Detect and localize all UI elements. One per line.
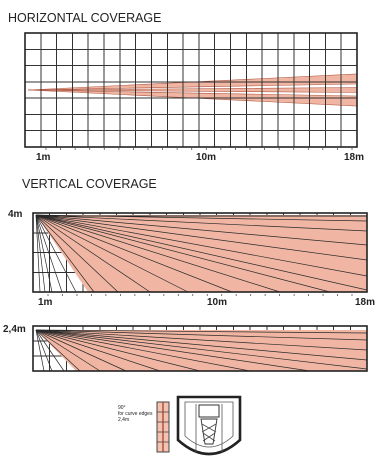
vertical-zone-ray (35, 214, 95, 293)
mounting-legend: 90° for curve edges 2,4m (118, 401, 170, 453)
vertical-height-label-2-4m: 2,4m (3, 324, 26, 335)
vertical-zone-ray (35, 214, 368, 232)
sensor-top-view-icon (176, 395, 242, 456)
vertical-zone-ray (35, 214, 368, 291)
vertical-zone-ray (35, 329, 368, 334)
vertical-zone-ray (35, 329, 127, 372)
vertical-zone-ray (35, 214, 53, 293)
vertical-zone-ray (35, 214, 233, 293)
horizontal-distance-ticks (45, 148, 353, 150)
vertical-zone-ray (35, 214, 77, 293)
vertical-zone-ray (35, 329, 368, 361)
vertical-zone-ray (35, 214, 41, 293)
vertical-zone-ray (35, 329, 368, 351)
vertical-detection-zones-bottom (35, 329, 368, 372)
vertical-zone-ray (35, 214, 189, 293)
horizontal-grid (25, 33, 357, 147)
vertical-zone-ray (35, 329, 101, 372)
vertical-zone-ray (35, 214, 368, 261)
vertical-zone-ray (35, 214, 281, 293)
vertical-zone-ray (35, 329, 53, 372)
vertical-zone-ray (35, 329, 45, 372)
horizontal-detection-zones (27, 73, 358, 107)
vertical-zone-ray (35, 214, 368, 246)
vertical-zone-ray (35, 329, 81, 372)
vertical-label-1m: 1m (38, 297, 53, 308)
vertical-label-10m: 10m (207, 297, 227, 308)
vertical-zone-ray (35, 214, 119, 293)
horizontal-coverage-title: HORIZONTAL COVERAGE (8, 11, 162, 25)
vertical-zone-ray (35, 214, 368, 277)
vertical-zone-fill-bottom (36, 330, 367, 371)
horizontal-coverage-chart (24, 32, 358, 148)
vertical-zone-ray (35, 329, 65, 372)
horizontal-label-18m: 18m (344, 152, 364, 163)
vertical-label-18m: 18m (355, 297, 375, 308)
vertical-distance-ticks (47, 294, 353, 296)
vertical-zone-ray (35, 329, 368, 370)
vertical-zone-ray (35, 214, 46, 293)
horizontal-label-1m: 1m (36, 152, 51, 163)
vertical-zone-fill-top (36, 215, 367, 292)
vertical-height-label-4m: 4m (8, 209, 23, 220)
vertical-coverage-title: VERTICAL COVERAGE (22, 177, 157, 191)
vertical-zone-ray (35, 329, 311, 372)
vertical-zone-ray (35, 214, 151, 293)
mounting-legend-height: 2,4m (118, 417, 129, 423)
vertical-coverage-chart-top (32, 212, 368, 293)
vertical-zone-ray (35, 329, 161, 372)
vertical-zone-ray (35, 329, 251, 372)
vertical-chart-frame-top (32, 212, 368, 293)
vertical-zone-ray (35, 329, 368, 341)
vertical-zone-ray (35, 214, 331, 293)
vertical-chart-frame-bottom (32, 325, 368, 372)
vertical-zone-ray (35, 329, 201, 372)
mounting-scale-bar (156, 401, 170, 453)
horizontal-chart-frame (24, 32, 358, 148)
vertical-coverage-chart-bottom (32, 325, 368, 372)
horizontal-label-10m: 10m (196, 152, 216, 163)
mounting-legend-angle: 90° (118, 405, 126, 411)
mounting-legend-edges: for curve edges (118, 411, 153, 417)
vertical-detection-zones-top (35, 214, 368, 293)
vertical-zone-ray (35, 214, 63, 293)
